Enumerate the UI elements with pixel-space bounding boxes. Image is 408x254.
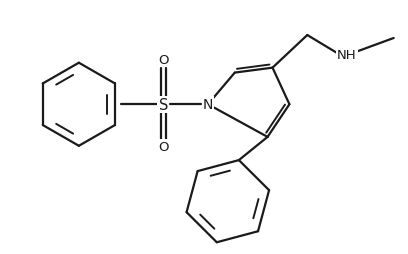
Text: O: O (158, 54, 169, 67)
Text: O: O (158, 141, 169, 154)
Text: S: S (159, 97, 168, 112)
Text: N: N (203, 98, 213, 112)
Text: NH: NH (337, 49, 357, 62)
